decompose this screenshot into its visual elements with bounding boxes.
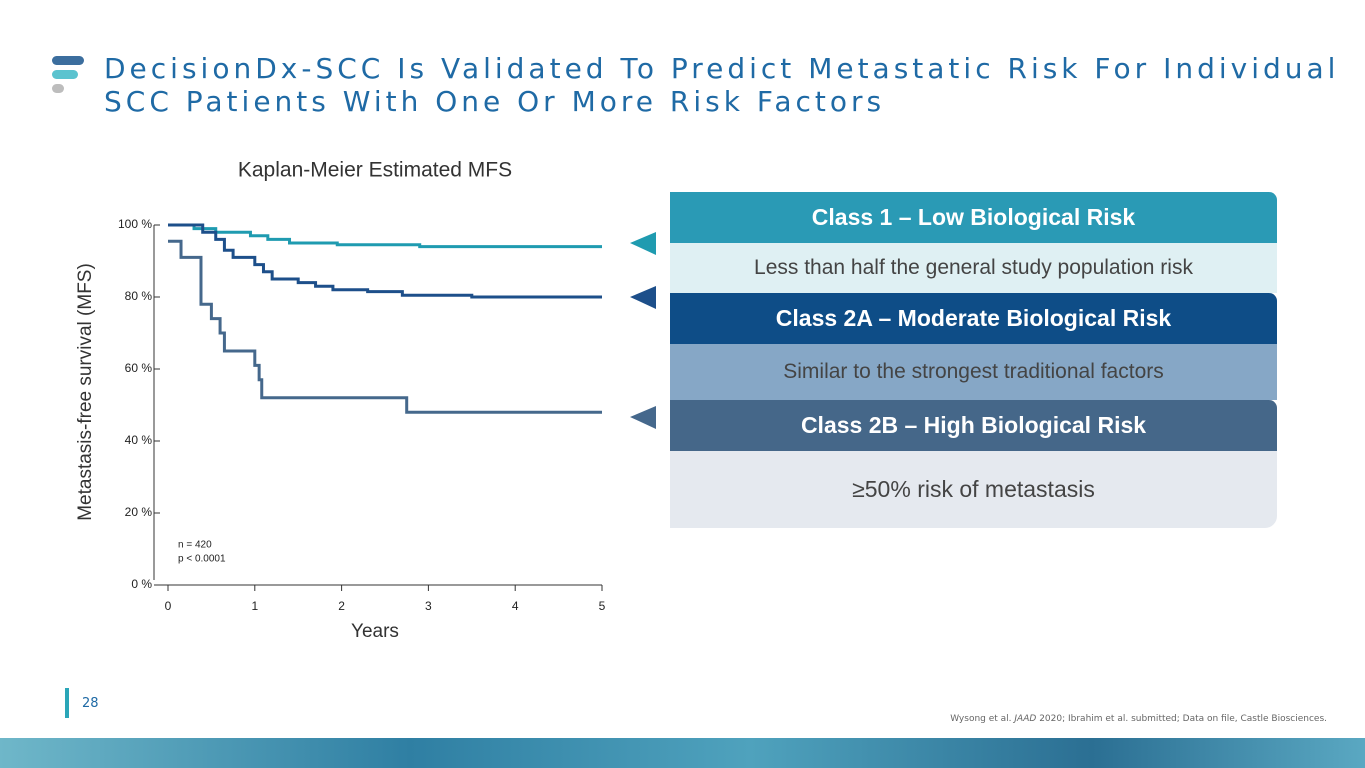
- class-heading: Class 2A – Moderate Biological Risk: [670, 293, 1277, 344]
- class-heading: Class 1 – Low Biological Risk: [670, 192, 1277, 243]
- citation-text: Wysong et al.: [950, 714, 1012, 724]
- x-tick-label: 0: [165, 599, 172, 613]
- citation-text: 2020; Ibrahim et al. submitted; Data on …: [1039, 714, 1327, 724]
- y-tick-label: 100 %: [118, 217, 152, 231]
- y-tick-label: 80 %: [125, 289, 153, 303]
- footer-band: [0, 738, 1365, 768]
- arrow: [630, 286, 656, 309]
- title-line: SCC Patients With One Or More Risk Facto…: [104, 85, 886, 118]
- y-tick-label: 60 %: [125, 361, 153, 375]
- chart-title: Kaplan-Meier Estimated MFS: [238, 159, 512, 182]
- page-marker: [65, 688, 69, 718]
- x-tick-label: 1: [251, 599, 258, 613]
- page-number: 28: [82, 696, 99, 711]
- slide-title: DecisionDx-SCC Is Validated To Predict M…: [104, 52, 1339, 118]
- x-tick-label: 3: [425, 599, 432, 613]
- survival-curve: [168, 223, 602, 249]
- class-heading: Class 2B – High Biological Risk: [670, 400, 1277, 451]
- x-tick-label: 4: [512, 599, 519, 613]
- survival-curve: [168, 239, 602, 414]
- citation-journal: JAAD: [1014, 714, 1037, 724]
- annotation: n = 420: [178, 540, 212, 551]
- x-tick-label: 5: [599, 599, 606, 613]
- arrow: [630, 232, 656, 255]
- class-description: Similar to the strongest traditional fac…: [670, 344, 1277, 400]
- y-axis-label: Metastasis-free survival (MFS): [75, 263, 96, 521]
- x-axis-label: Years: [351, 621, 399, 642]
- citation: Wysong et al. JAAD 2020; Ibrahim et al. …: [950, 714, 1327, 724]
- arrow: [630, 406, 656, 429]
- y-tick-label: 40 %: [125, 433, 153, 447]
- class-description: ≥50% risk of metastasis: [670, 451, 1277, 528]
- class-description: Less than half the general study populat…: [670, 243, 1277, 293]
- y-tick-label: 20 %: [125, 505, 153, 519]
- title-line: DecisionDx-SCC Is Validated To Predict M…: [104, 52, 1340, 85]
- survival-curve: [168, 223, 602, 299]
- chart: Kaplan-Meier Estimated MFS Metastasis-fr…: [75, 159, 656, 642]
- logo: [52, 56, 84, 93]
- y-tick-label: 0 %: [131, 577, 152, 591]
- x-tick-label: 2: [338, 599, 345, 613]
- annotation: p < 0.0001: [178, 554, 226, 565]
